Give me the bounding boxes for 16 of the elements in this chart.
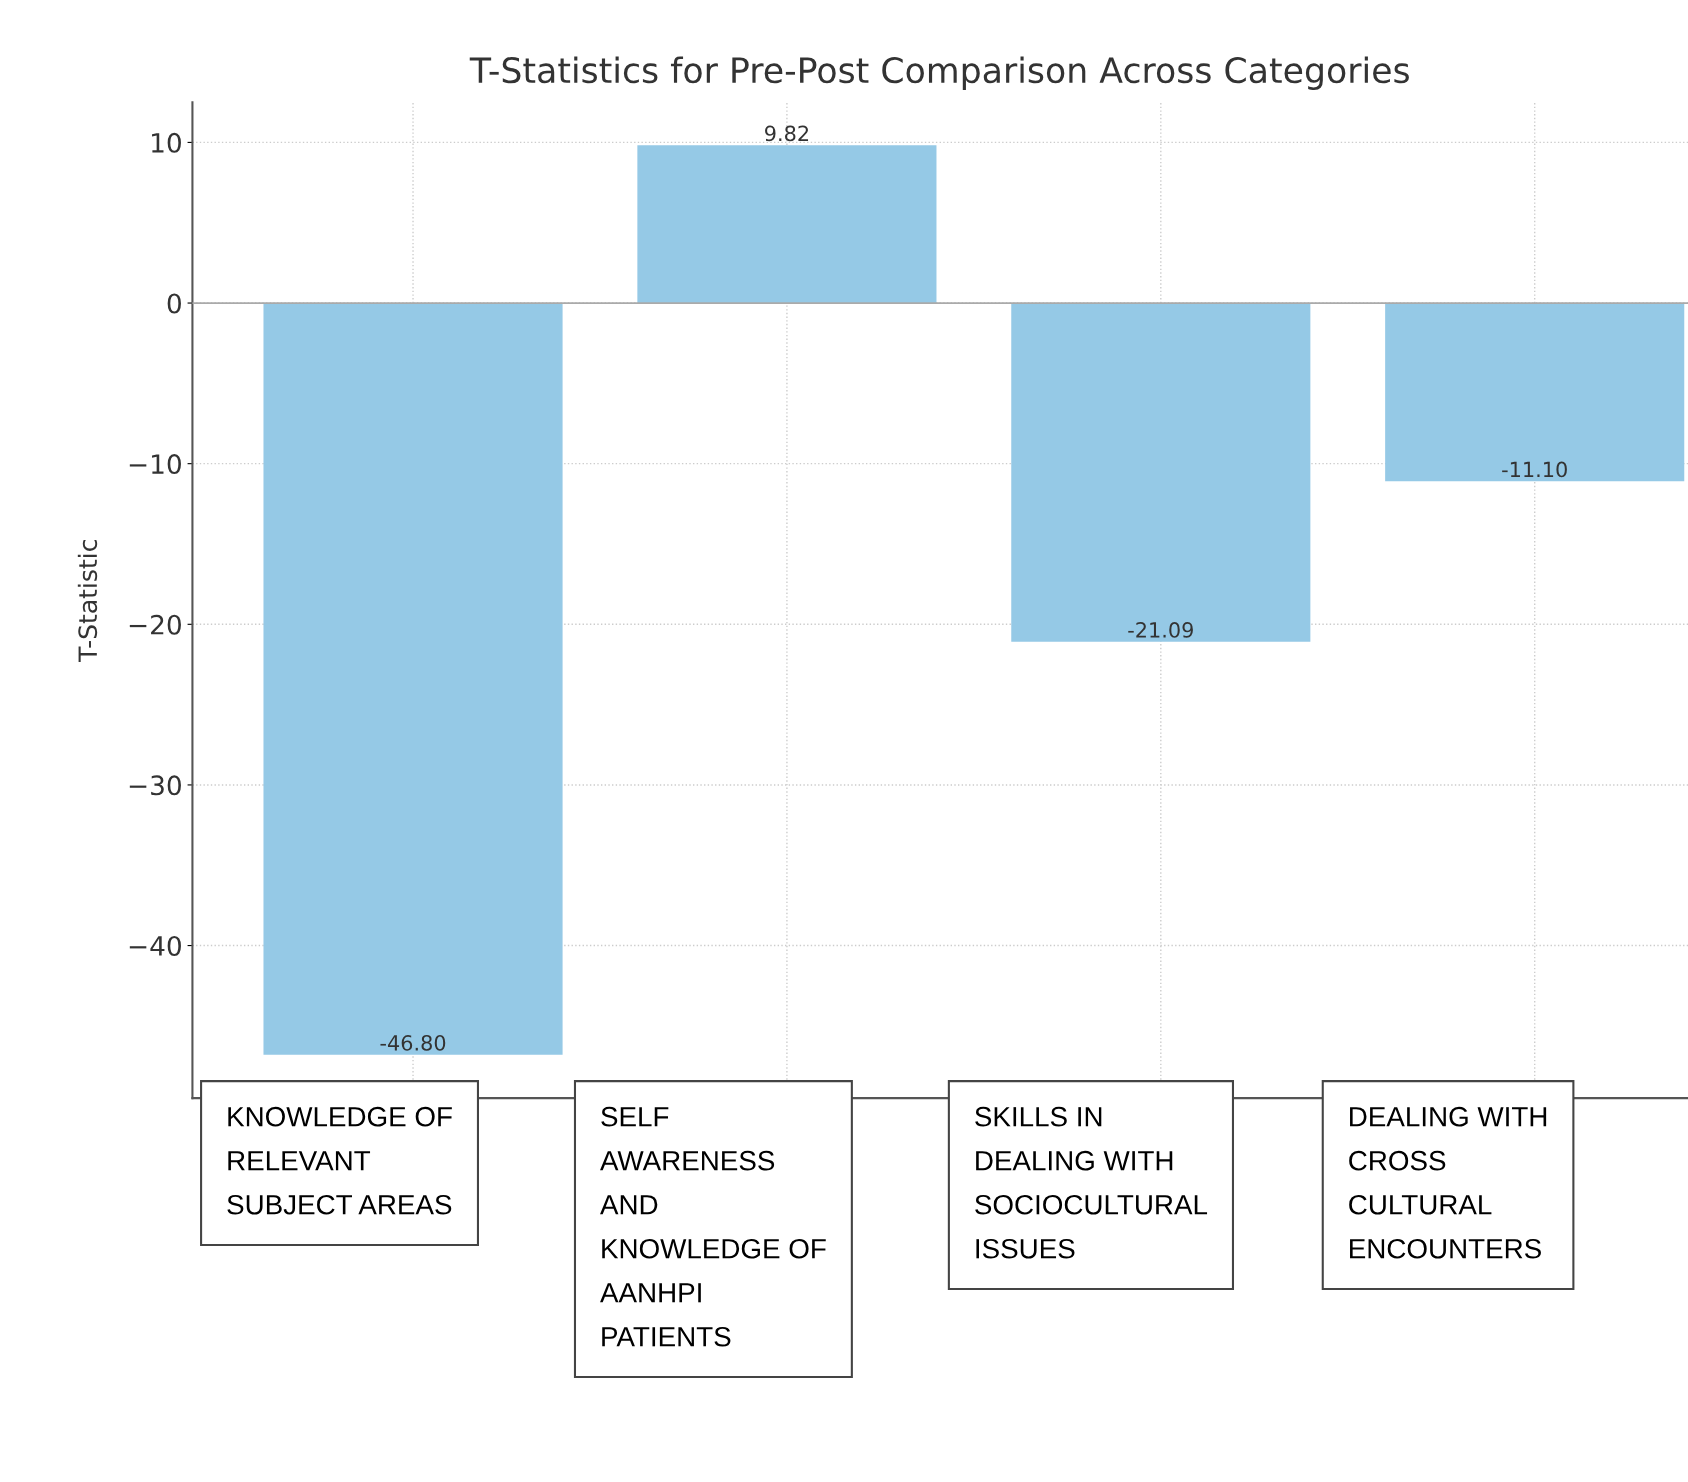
y-tick-label: 0: [167, 293, 181, 314]
y-tick-label: 10: [152, 132, 181, 153]
y-tick-label: −20: [129, 614, 181, 635]
data-label: -11.10: [1502, 461, 1567, 478]
data-label: 9.82: [765, 125, 809, 142]
data-label: -46.80: [380, 1035, 446, 1051]
x-tick-label: SELF AWARENESS AND KNOWLEDGE OF AANHPI PATIENTS: [600, 1106, 826, 1347]
y-tick-label: −30: [129, 775, 181, 796]
x-tick-label: DEALING WITH CROSS CULTURAL ENCOUNTERS: [1349, 1106, 1547, 1259]
y-tick-label: −10: [129, 454, 181, 475]
y-tick-label: −40: [129, 936, 181, 956]
x-tick-label: SKILLS IN DEALING WITH SOCIOCULTURAL ISSUES: [975, 1106, 1208, 1259]
x-tick-label: KNOWLEDGE OF RELEVANT SUBJECT AREAS: [227, 1106, 452, 1215]
chart-title: T-Statistics for Pre-Post Comparison Across Categories: [469, 56, 1409, 91]
y-axis-title: T-Statistic: [77, 540, 98, 662]
data-label: -21.09: [1128, 622, 1193, 638]
